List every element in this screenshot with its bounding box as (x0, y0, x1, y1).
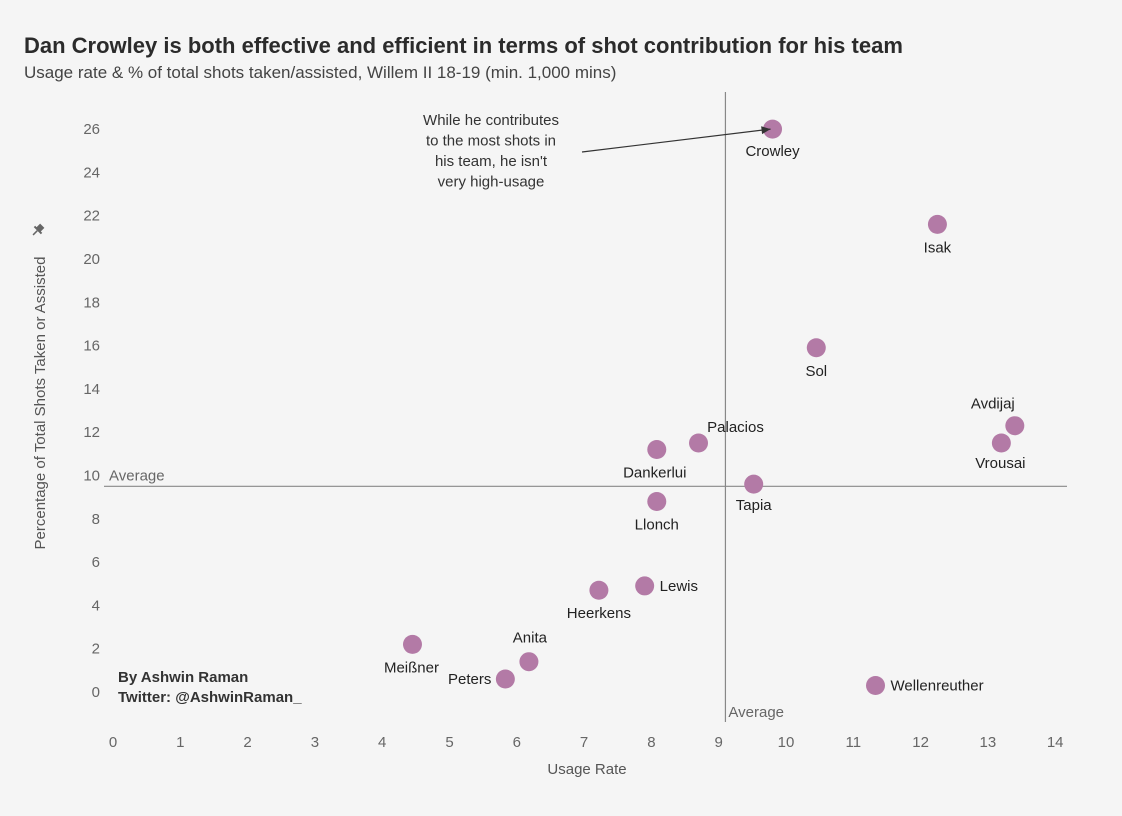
x-axis-ticks: 0 1 2 3 4 5 6 7 8 9 10 11 12 13 14 (109, 734, 1064, 751)
point-label: Lewis (660, 578, 698, 595)
y-tick-label: 6 (92, 554, 100, 571)
data-point (1005, 416, 1025, 436)
point-label: Palacios (707, 419, 764, 436)
annotation-text: While he contributes (423, 112, 559, 129)
x-tick-label: 14 (1047, 734, 1064, 751)
data-labels: Crowley Isak Sol Avdijaj Vrousai Palacios Dank… (384, 143, 1026, 694)
y-tick-label: 12 (83, 424, 100, 441)
x-axis-title: Usage Rate (547, 761, 626, 778)
x-tick-label: 9 (715, 734, 723, 751)
y-tick-label: 2 (92, 641, 100, 658)
point-label: Isak (924, 239, 952, 256)
data-point (689, 433, 709, 453)
credit-line: Twitter: @AshwinRaman_ (118, 689, 302, 706)
y-tick-label: 22 (83, 208, 100, 225)
chart-title: Dan Crowley is both effective and effici… (24, 33, 903, 58)
data-point (744, 474, 764, 494)
y-average-label: Average (109, 467, 165, 484)
point-label: Avdijaj (971, 396, 1015, 413)
x-tick-label: 7 (580, 734, 588, 751)
x-tick-label: 5 (445, 734, 453, 751)
data-point (402, 634, 422, 654)
chart-subtitle: Usage rate & % of total shots taken/assi… (24, 63, 617, 82)
credits: By Ashwin Raman Twitter: @AshwinRaman_ (118, 669, 302, 706)
data-point (495, 669, 515, 689)
point-label: Vrousai (975, 455, 1025, 472)
x-tick-label: 6 (513, 734, 521, 751)
y-tick-label: 20 (83, 251, 100, 268)
point-label: Sol (805, 363, 827, 380)
x-tick-label: 1 (176, 734, 184, 751)
point-label: Llonch (635, 516, 679, 533)
x-tick-label: 12 (912, 734, 929, 751)
data-point (806, 338, 826, 358)
x-average-label: Average (728, 704, 784, 721)
x-tick-label: 4 (378, 734, 386, 751)
point-label: Dankerlui (623, 465, 686, 482)
x-tick-label: 11 (846, 734, 862, 751)
annotation-arrowhead (761, 126, 771, 135)
annotation-text: very high-usage (438, 174, 545, 191)
y-tick-label: 24 (83, 164, 100, 181)
x-tick-label: 3 (311, 734, 319, 751)
point-label: Heerkens (567, 605, 631, 622)
data-point (647, 440, 667, 460)
data-point (647, 491, 667, 511)
y-axis-title: Percentage of Total Shots Taken or Assis… (32, 257, 49, 550)
annotation: While he contributes to the most shots in… (423, 112, 771, 191)
reference-lines: Average Average (104, 92, 1067, 722)
annotation-text: to the most shots in (426, 133, 556, 150)
y-tick-label: 0 (92, 684, 100, 701)
data-point (927, 214, 947, 234)
y-tick-label: 26 (83, 121, 100, 138)
y-tick-label: 14 (83, 381, 100, 398)
y-tick-label: 10 (83, 468, 100, 485)
y-tick-label: 18 (83, 294, 100, 311)
point-label: Meißner (384, 659, 439, 676)
point-label: Peters (448, 671, 491, 688)
data-point (635, 576, 655, 596)
pin-icon (32, 223, 45, 236)
x-tick-label: 8 (647, 734, 655, 751)
point-label: Crowley (745, 143, 800, 160)
y-tick-label: 8 (92, 511, 100, 528)
credit-line: By Ashwin Raman (118, 669, 248, 686)
data-point (866, 676, 886, 696)
data-point (991, 433, 1011, 453)
data-point (763, 119, 783, 139)
x-tick-label: 10 (778, 734, 795, 751)
x-tick-label: 0 (109, 734, 117, 751)
y-tick-label: 16 (83, 338, 100, 355)
point-label: Wellenreuther (891, 678, 984, 695)
point-label: Tapia (736, 497, 773, 514)
data-point (589, 580, 609, 600)
annotation-text: his team, he isn't (435, 153, 548, 170)
data-point (519, 652, 539, 672)
x-tick-label: 13 (980, 734, 997, 751)
y-tick-label: 4 (92, 597, 100, 614)
annotation-arrow (581, 128, 771, 153)
x-tick-label: 2 (243, 734, 251, 751)
data-points (402, 119, 1025, 696)
point-label: Anita (513, 630, 548, 647)
